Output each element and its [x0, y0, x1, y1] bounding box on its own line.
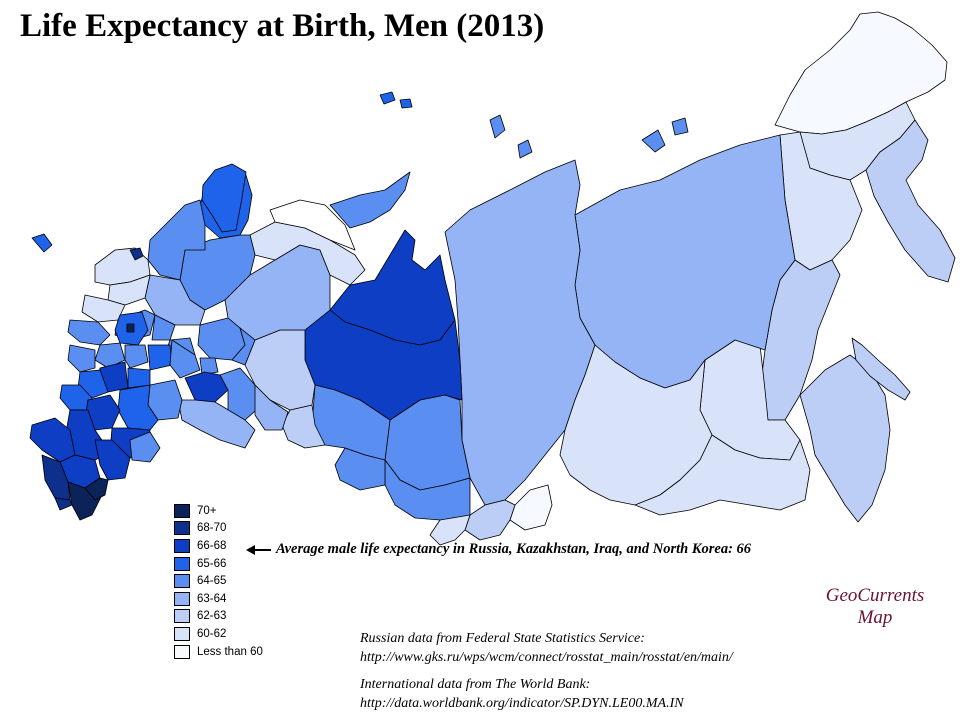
legend-label: 63-64 — [197, 592, 227, 605]
legend-row: 65-66 — [174, 555, 263, 573]
region-kalmykia — [94, 439, 131, 481]
region-kaliningrad — [31, 233, 53, 253]
region-sakhalin — [851, 337, 911, 401]
legend-label: 68-70 — [197, 522, 227, 535]
island-new-siberian — [517, 139, 533, 159]
legend-row: 60-62 — [174, 625, 263, 643]
legend-label: 66-68 — [197, 539, 227, 552]
sources: Russian data from Federal State Statisti… — [360, 629, 733, 713]
legend-swatch — [174, 538, 190, 553]
legend-row: 62-63 — [174, 608, 263, 626]
legend-label: 65-66 — [197, 557, 227, 570]
island-franz-josef-1 — [379, 91, 396, 105]
region-zabaikalsky — [634, 434, 811, 516]
region-chukotka — [774, 11, 948, 135]
region-smolensk — [67, 319, 111, 346]
island-franz-josef-2 — [399, 98, 413, 109]
source-intl-label: International data from The World Bank: — [360, 677, 591, 692]
legend-swatch — [174, 591, 190, 606]
source-russia-url: http://www.gks.ru/wps/wcm/connect/rossta… — [360, 650, 733, 665]
legend-label: Less than 60 — [197, 645, 263, 658]
source-intl-url: http://data.worldbank.org/indicator/SP.D… — [360, 696, 684, 711]
legend-row: 64-65 — [174, 572, 263, 590]
credit-line-2: Map — [857, 607, 893, 628]
annotation-text: Average male life expectancy in Russia, … — [276, 541, 752, 557]
legend-swatch — [174, 521, 190, 536]
region-spb — [129, 247, 144, 261]
region-ryazan — [147, 344, 173, 371]
legend-row: Less than 60 — [174, 643, 263, 661]
region-sakha-main — [574, 134, 796, 389]
geocurrents-credit: GeoCurrents Map — [800, 585, 950, 629]
region-omsk — [334, 447, 386, 491]
region-gydan — [329, 171, 411, 229]
legend-swatch — [174, 503, 190, 518]
average-annotation: Average male life expectancy in Russia, … — [246, 541, 751, 558]
island-taimyr-north — [671, 117, 689, 136]
legend-row: 63-64 — [174, 590, 263, 608]
region-kemerovo — [464, 499, 516, 541]
region-astrakhan — [129, 431, 161, 463]
legend-label: 64-65 — [197, 575, 227, 588]
legend-label: 70+ — [197, 504, 217, 517]
region-moscow-city — [126, 323, 135, 333]
legend-row: 66-68 — [174, 537, 263, 555]
legend-swatch — [174, 609, 190, 624]
legend: 70+ 68-70 66-68 65-66 64-65 63-64 62-63 … — [174, 502, 263, 660]
island-wrangel — [641, 129, 666, 153]
region-kabardino — [54, 497, 73, 511]
region-orenburg — [177, 399, 256, 449]
legend-swatch — [174, 644, 190, 659]
region-tula — [124, 344, 149, 369]
region-kamchatka — [865, 119, 956, 283]
region-novosibirsk — [384, 459, 471, 521]
region-taymyr-blank — [269, 199, 356, 251]
legend-label: 60-62 — [197, 627, 227, 640]
region-bashkortostan — [219, 367, 263, 421]
source-russia-label: Russian data from Federal State Statisti… — [360, 631, 645, 646]
legend-row: 68-70 — [174, 520, 263, 538]
region-bryansk — [67, 344, 96, 373]
legend-label: 62-63 — [197, 610, 227, 623]
region-mari — [199, 357, 219, 376]
region-tuva — [509, 484, 553, 531]
region-saratov — [117, 384, 159, 431]
legend-swatch — [174, 556, 190, 571]
island-novaya-zemlya — [201, 163, 247, 233]
region-karelia — [147, 199, 206, 281]
region-primorye — [799, 354, 891, 523]
credit-line-1: GeoCurrents — [825, 585, 925, 606]
legend-swatch — [174, 626, 190, 641]
region-nizhny — [169, 339, 201, 379]
legend-row: 70+ — [174, 502, 263, 520]
map-title: Life Expectancy at Birth, Men (2013) — [20, 8, 545, 44]
region-chelyabinsk — [254, 384, 289, 431]
region-penza — [127, 367, 151, 389]
region-perm — [231, 327, 256, 366]
arrow-left-icon — [246, 544, 271, 555]
island-severnaya-zemlya — [489, 114, 506, 139]
legend-swatch — [174, 574, 190, 589]
region-chechnya — [84, 477, 109, 501]
